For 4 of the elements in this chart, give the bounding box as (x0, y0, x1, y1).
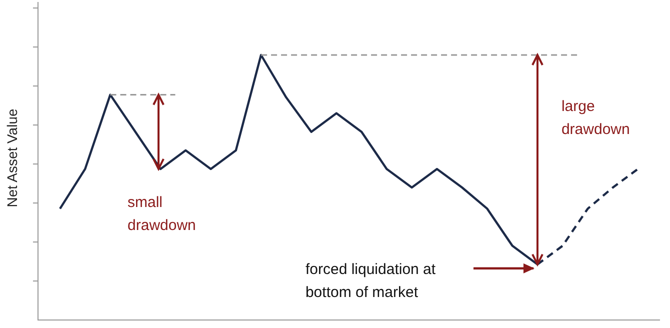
annotation: small drawdown (128, 192, 197, 236)
annotation: large drawdown (561, 97, 631, 140)
y-axis-title: Net Asset Value (4, 108, 20, 210)
annotation: forced liquidation at bottom of market (305, 260, 437, 304)
